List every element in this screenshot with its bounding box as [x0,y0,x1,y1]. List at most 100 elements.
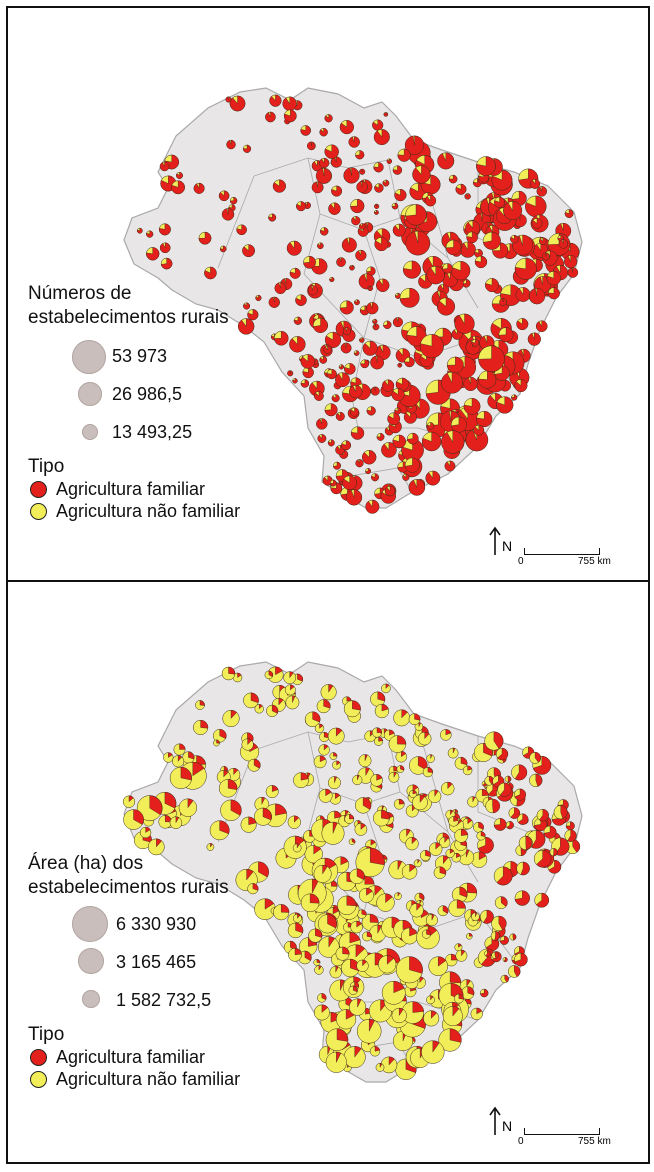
pie-wedge-familiar [327,914,337,929]
size-symbol-large [72,906,108,942]
pie-wedge-familiar [399,1007,404,1017]
pie-wedge-familiar [412,1001,425,1013]
pie-wedge-familiar [371,386,380,396]
pie-wedge-familiar [409,927,418,937]
pie-wedge-familiar [393,980,405,994]
pie-wedge-familiar [228,666,236,675]
pie-wedge-familiar [397,735,407,745]
pie-wedge-familiar [340,979,345,991]
pie-wedge-familiar [517,813,529,825]
brazil-map [123,87,583,514]
pie-wedge-familiar [331,394,340,403]
pie-wedge-familiar [193,182,205,194]
pie-wedge-familiar [289,671,294,679]
pie-wedge-familiar [329,479,337,487]
pie-wedge-familiar [374,1046,381,1052]
pie-wedge-familiar [316,418,328,430]
tipo-title: Tipo [28,1024,65,1045]
pie-wedge-familiar [558,239,568,249]
pie-wedge-familiar [180,766,192,781]
pie-wedge-familiar [341,440,351,451]
pie-wedge-familiar [476,156,496,176]
pie-wedge-familiar [514,952,528,967]
pie-wedge-familiar [407,432,419,445]
pie-wedge-familiar [321,993,327,1001]
pie-wedge-familiar [328,936,335,948]
legend-label-familiar: Agricultura familiar [56,1047,206,1067]
pie-wedge-familiar [374,183,384,193]
pie-wedge-familiar [350,198,365,213]
pie-wedge-familiar [378,736,384,742]
pie-wedge-familiar [319,128,328,137]
pie-wedge-familiar [564,255,578,269]
pie-wedge-familiar [437,152,455,170]
pie-wedge-familiar [287,370,293,377]
legend-label-familiar: Agricultura familiar [56,479,206,499]
pie-wedge-familiar [417,859,420,865]
pie-wedge-familiar [542,252,550,261]
pie-wedge-familiar [335,372,350,387]
pie-wedge-familiar [286,240,302,256]
pie-wedge-familiar [478,821,484,830]
pie-wedge-familiar [514,890,530,906]
pie-wedge-familiar [507,775,511,783]
pie-wedge-familiar [467,817,473,825]
pie-wedge-familiar [430,754,433,759]
pie-wedge-familiar [188,751,195,760]
pie-wedge-familiar [349,814,355,820]
pie-wedge-familiar [146,230,154,238]
size-label-medium: 26 986,5 [112,384,183,404]
pie-wedge-familiar [454,313,475,334]
pie-wedge-familiar [381,805,385,811]
pie-wedge-familiar [336,760,341,766]
pie-wedge-familiar [350,426,365,440]
pie-wedge-familiar [242,244,255,257]
pie-wedge-familiar [382,179,390,187]
size-row-small: 1 582 732,5 [28,982,248,1020]
pie-wedge-familiar [218,190,230,201]
pie-wedge-familiar [370,847,385,866]
pie-wedge-familiar [345,489,362,506]
pie-wedge-familiar [318,965,322,971]
pie-wedge-familiar [274,331,289,346]
scale-bar [524,548,600,555]
pie-wedge-familiar [176,172,183,179]
pie-wedge-familiar [258,861,269,878]
pie-wedge-familiar [411,837,417,845]
pie-wedge-familiar [330,482,343,495]
size-row-medium: 3 165 465 [28,944,248,982]
pie-wedge-familiar [268,670,273,678]
pie-wedge-familiar [467,882,478,894]
pie-wedge-familiar [476,1007,483,1015]
pie-wedge-familiar [376,433,385,441]
pie-wedge-familiar [393,771,397,778]
pie-wedge-familiar [385,683,390,689]
pie-wedge-familiar [159,242,171,253]
pie-wedge-familiar [567,829,577,842]
pie-wedge-familiar [493,731,504,749]
pie-wedge-familiar [272,704,279,714]
pie-wedge-familiar [315,928,323,938]
pie-wedge-familiar [514,257,537,280]
scale-and-north: N 0 755 km [488,526,638,572]
pie-wedge-familiar [392,434,406,449]
pie-wedge-familiar [386,158,392,164]
pie-wedge-familiar [548,859,562,874]
pie-wedge-familiar [335,411,345,421]
pie-wedge-familiar [289,267,301,279]
pie-wedge-familiar [456,852,461,859]
pie-wedge-familiar [275,666,283,676]
pie-wedge-familiar [419,892,425,901]
pie-wedge-familiar [510,807,520,819]
pie-wedge-familiar [278,697,284,706]
pie-wedge-familiar [461,949,466,957]
pie-wedge-familiar [536,320,548,332]
pie-wedge-familiar [332,907,339,915]
pie-wedge-familiar [336,1028,349,1042]
pie-wedge-familiar [564,209,574,218]
pie-wedge-familiar [441,430,465,454]
pie-wedge-familiar [336,1051,342,1063]
pie-wedge-familiar [442,263,453,274]
pie-wedge-familiar [354,1046,362,1058]
pie-wedge-familiar [177,755,183,762]
